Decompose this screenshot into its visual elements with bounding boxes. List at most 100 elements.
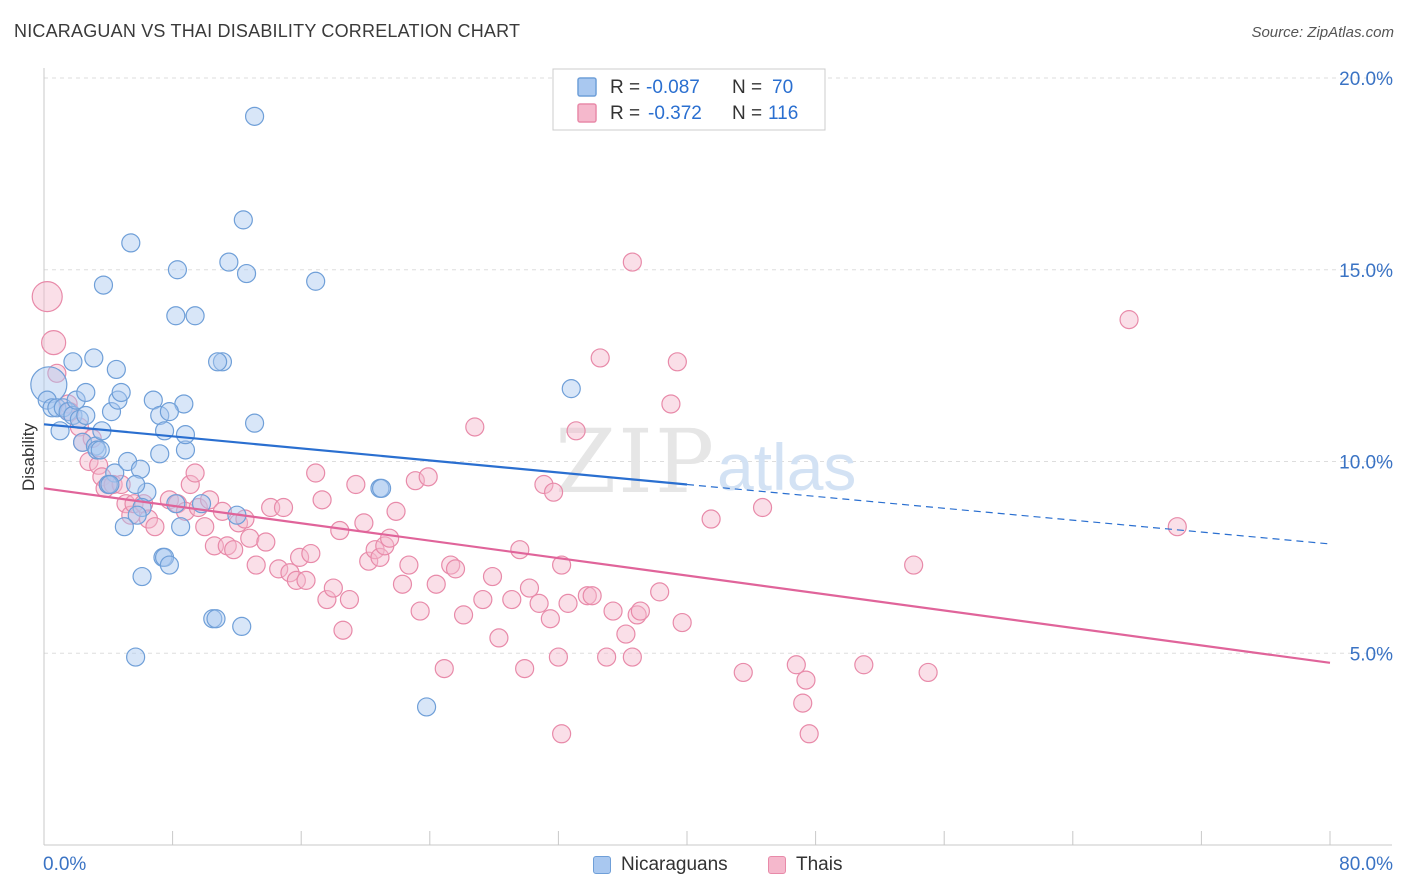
nicaraguan-point <box>101 402 122 422</box>
legend-label-thais: Thais <box>796 854 843 875</box>
nicaraguan-point <box>561 379 581 399</box>
legend-bottom: Nicaraguans Thais <box>0 852 1406 878</box>
nicaraguan-point <box>84 348 104 368</box>
thai-point <box>47 363 67 383</box>
nicaraguan-point <box>159 402 179 422</box>
nicaraguan-point <box>306 271 326 291</box>
thai-point <box>370 547 390 567</box>
x-tick-label: 80.0% <box>1339 854 1393 875</box>
legend-n-value: 116 <box>768 103 798 124</box>
thai-point <box>515 658 535 679</box>
nicaraguan-point <box>166 494 186 514</box>
thai-point <box>701 509 721 529</box>
y-tick-label: 15.0% <box>1339 261 1393 282</box>
nicaraguan-point <box>100 474 120 495</box>
axes: 5.0% 10.0% 15.0% 20.0% 0.0% 80.0% <box>43 68 1393 875</box>
grid-lines <box>44 77 1392 654</box>
thai-point <box>405 471 425 491</box>
thai-point <box>296 570 316 590</box>
legend-item-thais[interactable]: Thais <box>768 852 842 878</box>
thai-point <box>904 555 924 575</box>
thai-point <box>312 490 332 510</box>
thai-point <box>453 605 474 625</box>
watermark-zip: ZIP <box>555 410 716 513</box>
thai-point <box>650 582 670 602</box>
nicaraguan-trend-line <box>43 423 688 486</box>
nicaraguan-point <box>150 444 170 464</box>
thai-point <box>410 601 430 621</box>
nicaraguan-point <box>159 555 179 575</box>
nicaraguan-point <box>150 405 170 426</box>
thai-point <box>224 540 244 560</box>
nicaraguan-point <box>212 352 233 372</box>
nicaraguan-point <box>130 459 151 479</box>
thai-point <box>616 624 636 644</box>
thai-point <box>317 589 337 610</box>
thai-point <box>752 497 773 518</box>
legend-label-nicaraguans: Nicaraguans <box>621 854 728 875</box>
nicaraguan-point <box>126 474 146 495</box>
thai-point <box>534 474 554 495</box>
thai-point <box>597 647 617 667</box>
thai-trend-line <box>43 487 1331 664</box>
nicaraguan-point <box>175 440 196 460</box>
thai-point <box>306 463 326 483</box>
thai-point <box>41 330 67 356</box>
thai-point <box>280 563 300 583</box>
nicaraguan-point <box>233 210 253 230</box>
thai-point <box>89 455 109 475</box>
thai-point <box>380 528 400 548</box>
nicaraguan-point <box>167 260 188 280</box>
thai-point <box>733 662 753 683</box>
thai-point <box>301 543 321 564</box>
nicaraguan-point <box>108 390 128 410</box>
thai-point <box>354 513 374 533</box>
thai-point <box>246 555 266 575</box>
thai-point <box>796 670 816 690</box>
legend-swatch-pink <box>768 856 786 874</box>
nicaraguan-point <box>114 517 134 537</box>
thai-point <box>386 501 406 521</box>
thai-point <box>543 482 564 502</box>
thai-point <box>603 601 623 621</box>
thai-point <box>622 252 642 272</box>
nicaraguan-point <box>132 566 152 587</box>
thai-point <box>359 551 379 571</box>
thai-point <box>552 555 572 575</box>
nicaraguan-point <box>185 306 205 326</box>
thai-point <box>31 280 63 313</box>
nicaraguan-point <box>166 306 186 326</box>
nicaraguan-point <box>219 252 239 272</box>
nicaraguan-point <box>371 478 392 498</box>
legend-item-nicaraguans[interactable]: Nicaraguans <box>593 852 728 878</box>
thai-point <box>793 693 813 713</box>
thai-point <box>465 417 485 437</box>
thai-point <box>346 474 366 495</box>
y-tick-label: 5.0% <box>1350 644 1393 665</box>
thai-point <box>323 578 343 598</box>
thai-point <box>1167 517 1187 537</box>
legend-swatch-blue <box>593 856 611 874</box>
legend-top-box <box>552 68 826 131</box>
legend-top: R = -0.087 N = 70 R = -0.372 N = 116 <box>552 68 826 131</box>
x-tick-label: 0.0% <box>43 854 86 875</box>
nicaraguan-point <box>244 413 265 433</box>
nicaraguan-point <box>121 233 141 253</box>
legend-swatch-nicaraguans <box>577 77 597 97</box>
nicaraguan-point <box>127 505 147 525</box>
thai-point <box>529 593 549 613</box>
nicaraguan-point <box>63 352 83 372</box>
thai-point <box>672 612 692 633</box>
thai-point <box>1119 310 1139 330</box>
thai-point <box>330 520 350 541</box>
thai-point <box>622 647 642 667</box>
thai-point <box>180 474 200 495</box>
thai-point <box>667 352 687 372</box>
y-tick-label: 10.0% <box>1339 453 1393 474</box>
thai-point <box>195 517 215 537</box>
nicaraguan-point <box>206 609 226 629</box>
nicaraguan-point <box>137 482 157 502</box>
watermark: ZIP atlas <box>555 410 856 513</box>
nicaraguan-point <box>126 647 146 667</box>
